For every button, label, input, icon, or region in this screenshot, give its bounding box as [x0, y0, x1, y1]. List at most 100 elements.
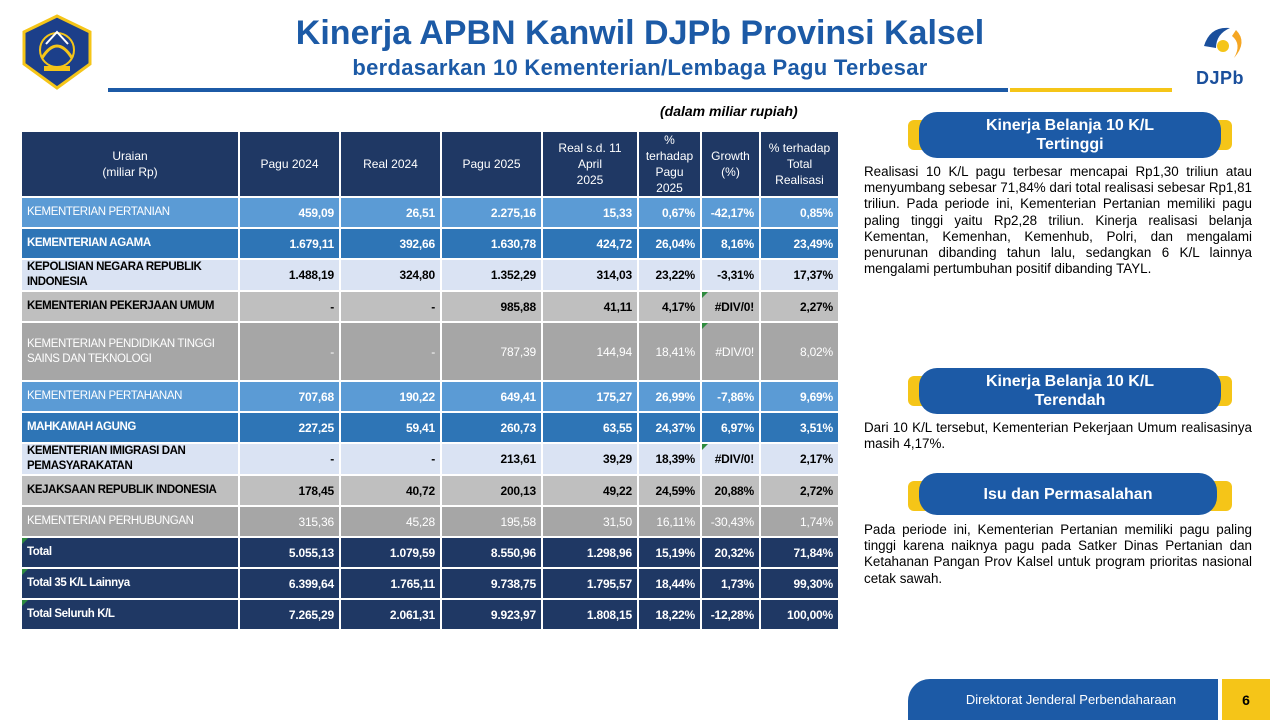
cell-pct-total: 23,49%: [759, 227, 840, 260]
table-row: MAHKAMAH AGUNG 227,25 59,41 260,73 63,55 24,3…: [20, 411, 840, 444]
cell-real-2024: -: [339, 290, 442, 323]
cell-pct-total: 3,51%: [759, 411, 840, 444]
cell-real-2024: 45,28: [339, 505, 442, 538]
cell-pct-total: 8,02%: [759, 321, 840, 382]
cell-pagu-2025: 260,73: [440, 411, 543, 444]
cell-growth: -42,17%: [700, 196, 761, 229]
tertinggi-title-line2: Tertinggi: [1036, 136, 1104, 153]
cell-pct-pagu: 18,44%: [637, 567, 702, 600]
cell-growth: -12,28%: [700, 598, 761, 631]
cell-pagu-2024: 7.265,29: [238, 598, 341, 631]
table-row: Total Seluruh K/L 7.265,29 2.061,31 9.923,9…: [20, 598, 840, 631]
cell-real-2025: 63,55: [541, 411, 639, 444]
cell-real-2025: 49,22: [541, 474, 639, 507]
cell-pagu-2024: 315,36: [238, 505, 341, 538]
cell-pct-pagu: 18,22%: [637, 598, 702, 631]
table-row: Total 5.055,13 1.079,59 8.550,96 1.298,96 15,…: [20, 536, 840, 569]
cell-pagu-2024: 6.399,64: [238, 567, 341, 600]
header-pagu-2024: Pagu 2024: [238, 130, 341, 198]
cell-pagu-2025: 8.550,96: [440, 536, 543, 569]
cell-pagu-2024: 1.488,19: [238, 258, 341, 292]
cell-growth: -7,86%: [700, 380, 761, 413]
header-uraian: Uraian (miliar Rp): [20, 130, 240, 198]
cell-name: KEJAKSAAN REPUBLIK INDONESIA: [20, 474, 240, 507]
footer-org-text: Direktorat Jenderal Perbendaharaan: [965, 692, 1177, 707]
cell-pagu-2025: 1.352,29: [440, 258, 543, 292]
cell-real-2024: -: [339, 321, 442, 382]
header-pct-pagu: % terhadap Pagu 2025: [637, 130, 702, 198]
table-row: KEMENTERIAN PEKERJAAN UMUM - -985,88 41,11 4…: [20, 290, 840, 323]
cell-real-2025: 1.795,57: [541, 567, 639, 600]
cell-pagu-2025: 200,13: [440, 474, 543, 507]
cell-pct-total: 71,84%: [759, 536, 840, 569]
cell-real-2025: 31,50: [541, 505, 639, 538]
cell-pagu-2025: 213,61: [440, 442, 543, 476]
cell-name: KEPOLISIAN NEGARA REPUBLIK INDONESIA: [20, 258, 240, 292]
kemenkeu-emblem-icon: [20, 14, 94, 90]
cell-real-2025: 15,33: [541, 196, 639, 229]
cell-pagu-2024: 459,09: [238, 196, 341, 229]
cell-pagu-2025: 9.738,75: [440, 567, 543, 600]
cell-pagu-2025: 787,39: [440, 321, 543, 382]
cell-growth: 20,32%: [700, 536, 761, 569]
cell-pct-total: 17,37%: [759, 258, 840, 292]
cell-pct-pagu: 26,99%: [637, 380, 702, 413]
cell-real-2024: 59,41: [339, 411, 442, 444]
cell-name: Total: [20, 536, 240, 569]
cell-pagu-2024: -: [238, 290, 341, 323]
header-growth: Growth (%): [700, 130, 761, 198]
terendah-title-line1: Kinerja Belanja 10 K/L: [985, 373, 1155, 390]
header-pagu-2025: Pagu 2025: [440, 130, 543, 198]
cell-pagu-2025: 9.923,97: [440, 598, 543, 631]
header-real-2024: Real 2024: [339, 130, 442, 198]
cell-growth: -3,31%: [700, 258, 761, 292]
cell-growth: 1,73%: [700, 567, 761, 600]
cell-pct-total: 2,27%: [759, 290, 840, 323]
cell-pct-pagu: 24,59%: [637, 474, 702, 507]
tertinggi-pill: Kinerja Belanja 10 K/L Tertinggi: [919, 112, 1221, 158]
tertinggi-title-line1: Kinerja Belanja 10 K/L: [985, 117, 1155, 134]
table-row: KEMENTERIAN AGAMA 1.679,11 392,66 1.630,78 4…: [20, 227, 840, 260]
footer-org-bar: Direktorat Jenderal Perbendaharaan: [908, 679, 1218, 720]
table-row: Total 35 K/L Lainnya 6.399,64 1.765,11 9.73…: [20, 567, 840, 600]
cell-pct-pagu: 26,04%: [637, 227, 702, 260]
page-title: Kinerja APBN Kanwil DJPb Provinsi Kalsel: [295, 14, 985, 52]
tertinggi-text: Realisasi 10 K/L pagu terbesar mencapai …: [864, 164, 1252, 277]
cell-real-2024: -: [339, 442, 442, 476]
cell-pagu-2024: 178,45: [238, 474, 341, 507]
cell-growth: 20,88%: [700, 474, 761, 507]
cell-pct-pagu: 18,39%: [637, 442, 702, 476]
kl-performance-table: Uraian (miliar Rp) Pagu 2024 Real 2024 Pa…: [20, 130, 840, 631]
cell-name: KEMENTERIAN AGAMA: [20, 227, 240, 260]
cell-real-2024: 190,22: [339, 380, 442, 413]
terendah-title-line2: Terendah: [1034, 392, 1106, 409]
title-underline-blue: [108, 88, 1008, 92]
cell-name: Total Seluruh K/L: [20, 598, 240, 631]
table-row: KEMENTERIAN IMIGRASI DAN PEMASYARAKATAN -…: [20, 442, 840, 476]
cell-name: MAHKAMAH AGUNG: [20, 411, 240, 444]
cell-pct-total: 2,72%: [759, 474, 840, 507]
cell-real-2024: 1.079,59: [339, 536, 442, 569]
cell-growth: #DIV/0!: [700, 321, 761, 382]
cell-growth: #DIV/0!: [700, 442, 761, 476]
table-row: KEMENTERIAN PERHUBUNGAN 315,36 45,28 195,58…: [20, 505, 840, 538]
cell-pct-total: 99,30%: [759, 567, 840, 600]
cell-pct-pagu: 15,19%: [637, 536, 702, 569]
cell-pct-pagu: 18,41%: [637, 321, 702, 382]
cell-real-2025: 144,94: [541, 321, 639, 382]
cell-pagu-2024: -: [238, 442, 341, 476]
cell-pagu-2024: 1.679,11: [238, 227, 341, 260]
cell-pct-pagu: 4,17%: [637, 290, 702, 323]
cell-pct-pagu: 23,22%: [637, 258, 702, 292]
cell-pagu-2024: 707,68: [238, 380, 341, 413]
cell-pct-pagu: 0,67%: [637, 196, 702, 229]
cell-real-2025: 175,27: [541, 380, 639, 413]
cell-real-2024: 392,66: [339, 227, 442, 260]
table-row: KEMENTERIAN PERTANIAN 459,09 26,51 2.275,16…: [20, 196, 840, 229]
cell-name: KEMENTERIAN PENDIDIKAN TINGGI SAINS DAN …: [20, 321, 240, 382]
cell-pct-total: 0,85%: [759, 196, 840, 229]
cell-pct-total: 1,74%: [759, 505, 840, 538]
page-subtitle: berdasarkan 10 Kementerian/Lembaga Pagu …: [352, 55, 928, 80]
cell-real-2024: 2.061,31: [339, 598, 442, 631]
cell-pct-total: 100,00%: [759, 598, 840, 631]
